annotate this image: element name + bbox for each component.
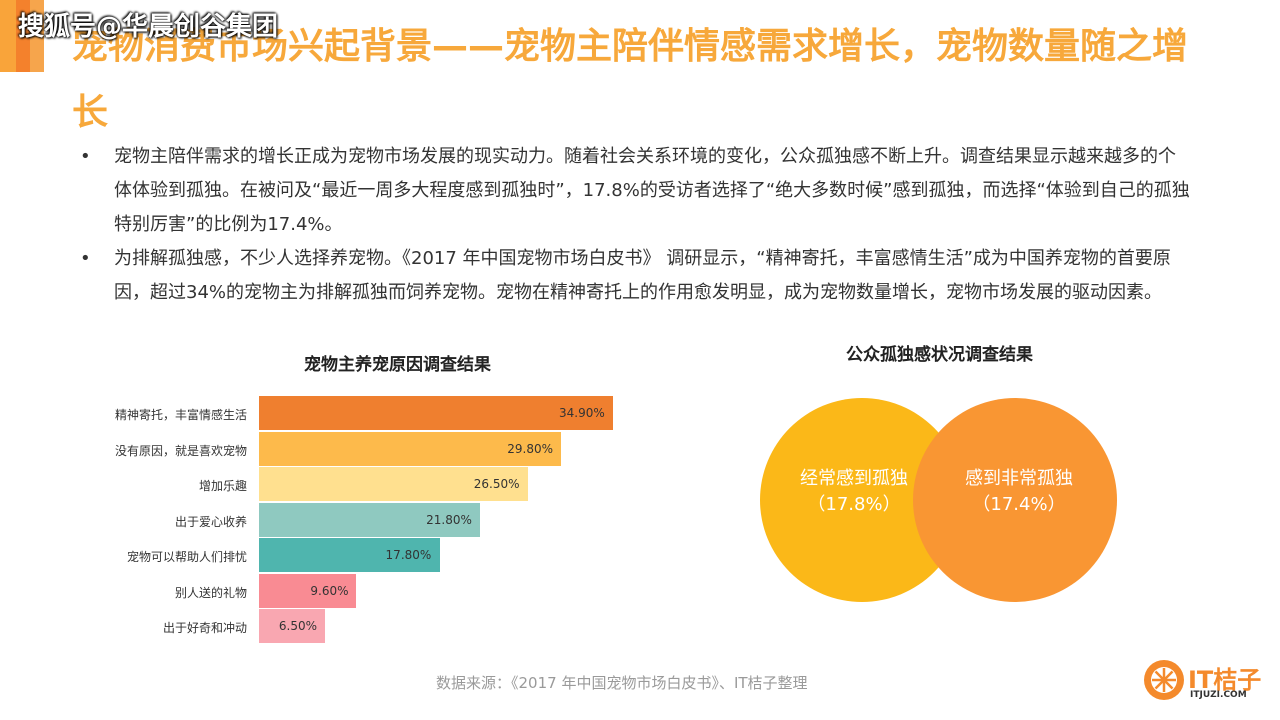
venn-chart-title: 公众孤独感状况调查结果: [846, 345, 1033, 365]
accent-stripe: [30, 0, 44, 72]
slide-title: 宠物消费市场兴起背景——宠物主陪伴情感需求增长，宠物数量随之增长: [72, 26, 1189, 133]
venn-set-value: （17.4%）: [972, 494, 1066, 515]
bar: [259, 573, 357, 608]
bullet-item: • 为排解孤独感，不少人选择养宠物。《2017 年中国宠物市场白皮书》 调研显示…: [80, 242, 1190, 310]
category-label: 没有原因，就是喜欢宠物: [114, 443, 247, 458]
venn-circle-very-lonely: [913, 398, 1117, 602]
venn-label-often-lonely: 经常感到孤独 （17.8%）: [774, 466, 934, 518]
bar: [259, 502, 481, 537]
bullet-marker: •: [80, 248, 91, 269]
bullet-text: 宠物主陪伴需求的增长正成为宠物市场发展的现实动力。随着社会关系环境的变化，公众孤…: [114, 146, 1190, 235]
orange-slice-icon: [1144, 660, 1184, 700]
category-label: 别人送的礼物: [174, 585, 247, 600]
bar: [259, 396, 613, 430]
bullet-marker: •: [80, 146, 91, 167]
bullet-list: • 宠物主陪伴需求的增长正成为宠物市场发展的现实动力。随着社会关系环境的变化，公…: [80, 140, 1190, 310]
bar: [259, 609, 325, 643]
category-label: 宠物可以帮助人们排忧: [126, 550, 247, 564]
bar: [259, 538, 440, 572]
watermark: 搜狐号@华晨创谷集团: [18, 12, 279, 42]
venn-set-name: 感到非常孤独: [965, 468, 1073, 489]
bullet-text: 为排解孤独感，不少人选择养宠物。《2017 年中国宠物市场白皮书》 调研显示，“…: [114, 248, 1171, 303]
bar-value-label: 6.50%: [278, 619, 318, 633]
accent-stripe: [0, 0, 16, 72]
venn-set-value: （17.8%）: [807, 494, 901, 515]
bar: [259, 431, 562, 466]
bar-value-label: 34.90%: [559, 406, 605, 420]
data-source-note: 数据来源：《2017 年中国宠物市场白皮书》、IT桔子整理: [436, 674, 808, 692]
venn-set-name: 经常感到孤独: [800, 468, 908, 489]
bar-value-label: 26.50%: [473, 477, 520, 491]
bar-value-label: 17.80%: [385, 548, 432, 562]
itjuzi-logo: IT桔子 ITJUZI.COM: [1144, 660, 1264, 704]
category-label: 出于好奇和冲动: [162, 621, 247, 635]
bar: [259, 467, 528, 501]
bullet-item: • 宠物主陪伴需求的增长正成为宠物市场发展的现实动力。随着社会关系环境的变化，公…: [80, 140, 1190, 242]
logo-url: ITJUZI.COM: [1190, 690, 1247, 700]
category-label: 出于爱心收养: [174, 514, 247, 529]
category-label: 增加乐趣: [198, 479, 247, 493]
category-label: 精神寄托，丰富情感生活: [114, 408, 247, 422]
bar-value-label: 21.80%: [426, 512, 472, 527]
accent-stripe: [16, 0, 30, 72]
bar-chart-title: 宠物主养宠原因调查结果: [304, 355, 491, 375]
bar-value-label: 9.60%: [310, 583, 349, 598]
venn-label-very-lonely: 感到非常孤独 （17.4%）: [939, 466, 1099, 518]
bar-value-label: 29.80%: [507, 441, 554, 456]
logo-text: IT桔子: [1188, 666, 1262, 694]
